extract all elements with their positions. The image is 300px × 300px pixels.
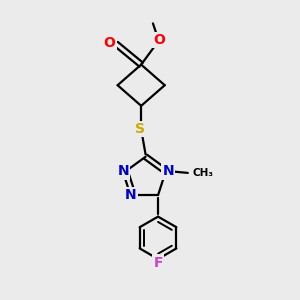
Text: N: N <box>117 164 129 178</box>
Text: N: N <box>162 164 174 178</box>
Text: N: N <box>125 188 136 202</box>
Text: CH₃: CH₃ <box>192 168 213 178</box>
Text: O: O <box>104 35 116 50</box>
Text: O: O <box>153 33 165 47</box>
Text: F: F <box>153 256 163 270</box>
Text: S: S <box>135 122 145 136</box>
